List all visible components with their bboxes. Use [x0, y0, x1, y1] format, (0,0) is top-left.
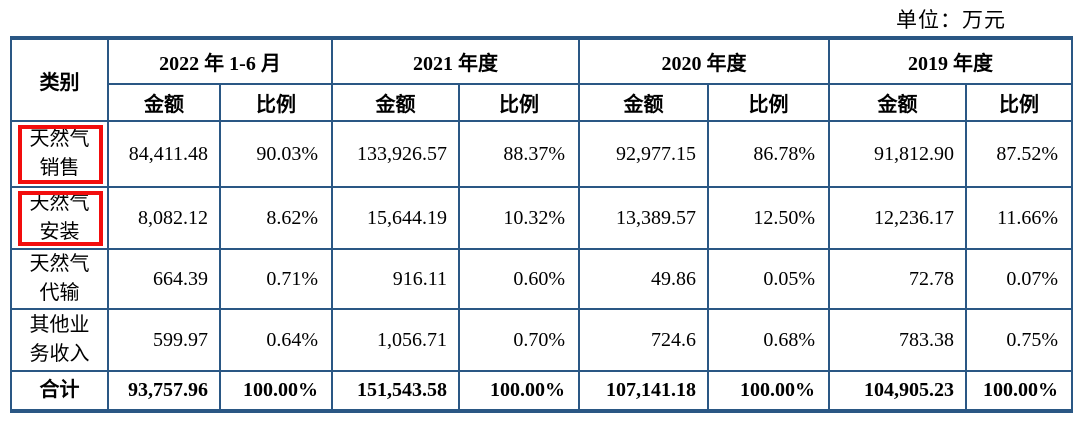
ratio-cell: 100.00%: [965, 370, 1074, 413]
ratio-cell: 0.05%: [707, 248, 831, 310]
amount-cell: 133,926.57: [331, 120, 461, 188]
amount-header-2021: 金额: [331, 83, 461, 122]
period-header-2019: 2019 年度: [828, 36, 1074, 85]
ratio-header-2020: 比例: [707, 83, 831, 122]
ratio-cell: 0.64%: [218, 308, 334, 372]
row-label: 合计: [39, 379, 80, 401]
category-header: 类别: [10, 36, 109, 122]
amount-header-2022: 金额: [107, 83, 221, 122]
unit-label: 单位：万元: [896, 8, 1006, 32]
amount-cell: 1,056.71: [331, 308, 461, 372]
amount-cell: 12,236.17: [828, 186, 968, 250]
ratio-cell: 87.52%: [965, 120, 1074, 188]
amount-cell: 599.97: [107, 308, 221, 372]
amount-cell: 92,977.15: [578, 120, 710, 188]
row-label: 天然气 安装: [29, 192, 90, 243]
revenue-breakdown-table: 类别 2022 年 1-6 月 2021 年度 2020 年度 2019 年度 …: [10, 36, 1074, 413]
amount-cell: 783.38: [828, 308, 968, 372]
ratio-cell: 0.75%: [965, 308, 1074, 372]
row-label: 天然气 销售: [29, 128, 90, 179]
ratio-cell: 0.71%: [218, 248, 334, 310]
ratio-cell: 86.78%: [707, 120, 831, 188]
ratio-cell: 0.60%: [458, 248, 581, 310]
amount-cell: 107,141.18: [578, 370, 710, 413]
ratio-header-2021: 比例: [458, 83, 581, 122]
table-row-total: 合计 93,757.96 100.00% 151,543.58 100.00% …: [10, 370, 1074, 413]
amount-header-2020: 金额: [578, 83, 710, 122]
row-label-cell: 天然气 代输: [10, 248, 109, 310]
header-row-subcolumns: 金额 比例 金额 比例 金额 比例 金额 比例: [11, 83, 1074, 122]
total-label-cell: 合计: [10, 370, 109, 413]
amount-cell: 664.39: [107, 248, 221, 310]
ratio-header-2022: 比例: [218, 83, 334, 122]
row-label: 天然气 代输: [29, 253, 90, 304]
row-label-cell: 其他业 务收入: [10, 308, 109, 372]
amount-cell: 104,905.23: [828, 370, 968, 413]
amount-cell: 724.6: [578, 308, 710, 372]
amount-cell: 13,389.57: [578, 186, 710, 250]
table-row-gas-transmission: 天然气 代输 664.39 0.71% 916.11 0.60% 49.86 0…: [10, 248, 1074, 310]
ratio-cell: 100.00%: [458, 370, 581, 413]
period-header-2021: 2021 年度: [331, 36, 581, 85]
amount-cell: 72.78: [828, 248, 968, 310]
amount-header-2019: 金额: [828, 83, 968, 122]
amount-cell: 15,644.19: [331, 186, 461, 250]
ratio-cell: 0.68%: [707, 308, 831, 372]
table-row-gas-sales: 天然气 销售 84,411.48 90.03% 133,926.57 88.37…: [10, 120, 1074, 188]
table-row-gas-installation: 天然气 安装 8,082.12 8.62% 15,644.19 10.32% 1…: [10, 186, 1074, 250]
ratio-cell: 0.07%: [965, 248, 1074, 310]
ratio-header-2019: 比例: [965, 83, 1074, 122]
table-row-other-income: 其他业 务收入 599.97 0.64% 1,056.71 0.70% 724.…: [10, 308, 1074, 372]
amount-cell: 916.11: [331, 248, 461, 310]
ratio-cell: 90.03%: [218, 120, 334, 188]
ratio-cell: 10.32%: [458, 186, 581, 250]
amount-cell: 91,812.90: [828, 120, 968, 188]
ratio-cell: 11.66%: [965, 186, 1074, 250]
period-header-2022: 2022 年 1-6 月: [106, 36, 334, 85]
row-label: 其他业 务收入: [29, 314, 90, 365]
amount-cell: 49.86: [578, 248, 710, 310]
period-header-2020: 2020 年度: [578, 36, 831, 85]
ratio-cell: 88.37%: [458, 120, 581, 188]
row-label-cell: 天然气 销售: [10, 120, 109, 188]
ratio-cell: 12.50%: [707, 186, 831, 250]
ratio-cell: 100.00%: [218, 370, 334, 413]
amount-cell: 8,082.12: [107, 186, 221, 250]
header-row-periods: 类别 2022 年 1-6 月 2021 年度 2020 年度 2019 年度: [10, 36, 1074, 122]
ratio-cell: 8.62%: [218, 186, 334, 250]
amount-cell: 151,543.58: [331, 370, 461, 413]
amount-cell: 93,757.96: [107, 370, 221, 413]
ratio-cell: 100.00%: [707, 370, 831, 413]
row-label-cell: 天然气 安装: [10, 186, 109, 250]
amount-cell: 84,411.48: [107, 120, 221, 188]
ratio-cell: 0.70%: [458, 308, 581, 372]
